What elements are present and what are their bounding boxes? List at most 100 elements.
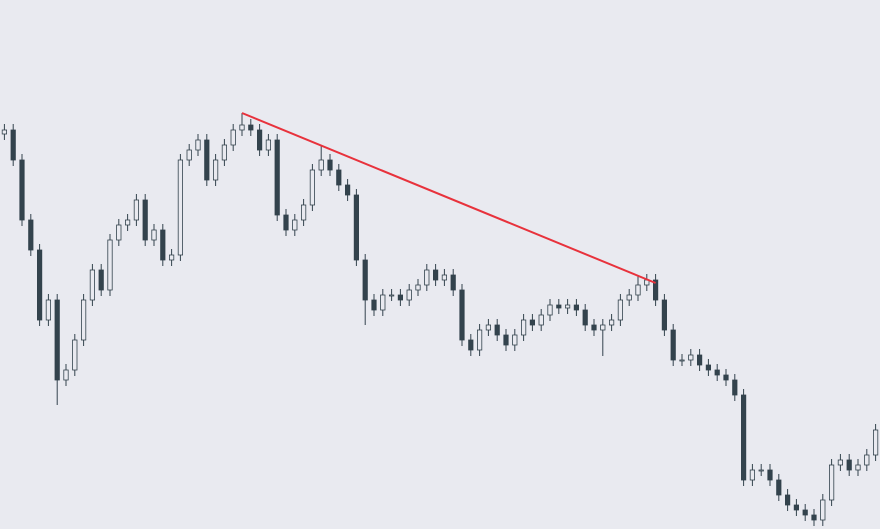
- candle-body: [450, 274, 456, 291]
- candle-body: [10, 129, 16, 161]
- candle-body: [107, 239, 113, 291]
- candle-body: [195, 139, 201, 151]
- candle-body: [573, 304, 580, 311]
- candle-body: [125, 219, 131, 226]
- candle-body: [776, 479, 782, 496]
- candle-body: [19, 159, 25, 221]
- candle-body: [292, 219, 298, 231]
- candle-body: [723, 374, 729, 381]
- candle-body: [45, 299, 52, 321]
- candle-body: [37, 249, 43, 321]
- candle-body: [89, 269, 95, 301]
- candle-body: [679, 359, 685, 362]
- candle-body: [802, 509, 808, 516]
- candle-body: [521, 319, 527, 336]
- candle-body: [168, 254, 175, 261]
- candle-body: [661, 299, 668, 331]
- candle-body: [688, 354, 694, 361]
- candle-body: [309, 169, 316, 206]
- candle-body: [441, 274, 448, 281]
- candle-body: [767, 469, 773, 481]
- candle-body: [1, 129, 8, 135]
- candle-body: [626, 294, 632, 301]
- candle-body: [81, 299, 87, 341]
- candle-body: [855, 464, 861, 471]
- candle-body: [820, 499, 826, 521]
- candle-body: [186, 149, 192, 161]
- candle-body: [54, 299, 60, 381]
- candle-body: [397, 294, 404, 301]
- candle-body: [63, 369, 69, 381]
- candle-body: [424, 269, 430, 286]
- candle-body: [846, 459, 852, 471]
- candle-body: [371, 299, 377, 311]
- candle-body: [212, 159, 219, 181]
- candle-body: [873, 429, 879, 456]
- candle-body: [512, 334, 518, 346]
- candle-body: [468, 339, 474, 351]
- candle-body: [635, 284, 641, 296]
- candle-body: [864, 454, 870, 466]
- candle-body: [432, 269, 439, 281]
- candle-body: [785, 494, 791, 506]
- candle-body: [274, 139, 280, 216]
- candle-body: [600, 324, 606, 331]
- candle-body: [344, 184, 351, 196]
- candle-body: [459, 289, 465, 341]
- candle-body: [204, 139, 210, 181]
- candle-body: [670, 329, 676, 361]
- candle-body: [529, 319, 536, 326]
- candle-body: [415, 284, 421, 291]
- candle-body: [283, 214, 289, 231]
- candle-body: [300, 204, 307, 221]
- candle-body: [697, 354, 703, 366]
- candle-body: [28, 219, 34, 251]
- candle-body: [538, 314, 544, 326]
- candle-body: [353, 194, 360, 261]
- candle-body: [256, 129, 263, 151]
- candle-body: [829, 464, 835, 501]
- candle-body: [591, 324, 597, 331]
- candle-body: [142, 199, 148, 241]
- candle-body: [318, 159, 324, 171]
- candle-body: [160, 229, 166, 261]
- candle-body: [741, 394, 747, 481]
- candle-body: [653, 279, 659, 301]
- candle-body: [503, 334, 509, 346]
- candle-body: [705, 364, 712, 371]
- candle-body: [221, 144, 227, 161]
- candle-body: [239, 124, 245, 131]
- candle-body: [582, 309, 588, 326]
- candle-body: [556, 304, 562, 309]
- candle-body: [72, 339, 78, 371]
- candle-body: [758, 469, 764, 472]
- candle-body: [133, 199, 139, 221]
- candle-body: [327, 159, 333, 171]
- candle-body: [837, 459, 844, 466]
- candle-body: [116, 224, 122, 241]
- candle-body: [151, 229, 157, 241]
- candle-body: [565, 304, 571, 309]
- trend-line: [241, 112, 656, 284]
- candle-body: [714, 369, 720, 376]
- candle-body: [380, 294, 386, 311]
- candle-body: [406, 289, 412, 301]
- candle-body: [388, 294, 395, 297]
- candle-body: [547, 304, 553, 316]
- candle-body: [494, 324, 500, 336]
- candle-body: [177, 159, 183, 256]
- candle-body: [793, 504, 800, 511]
- candle-body: [362, 259, 368, 301]
- candle-body: [476, 329, 483, 351]
- candle-body: [336, 169, 342, 186]
- candle-body: [230, 129, 236, 146]
- candle-body: [732, 379, 738, 396]
- candle-body: [98, 269, 104, 291]
- candle-body: [749, 469, 756, 481]
- candle-body: [811, 514, 817, 521]
- candle-body: [265, 139, 272, 151]
- candle-body: [248, 124, 254, 131]
